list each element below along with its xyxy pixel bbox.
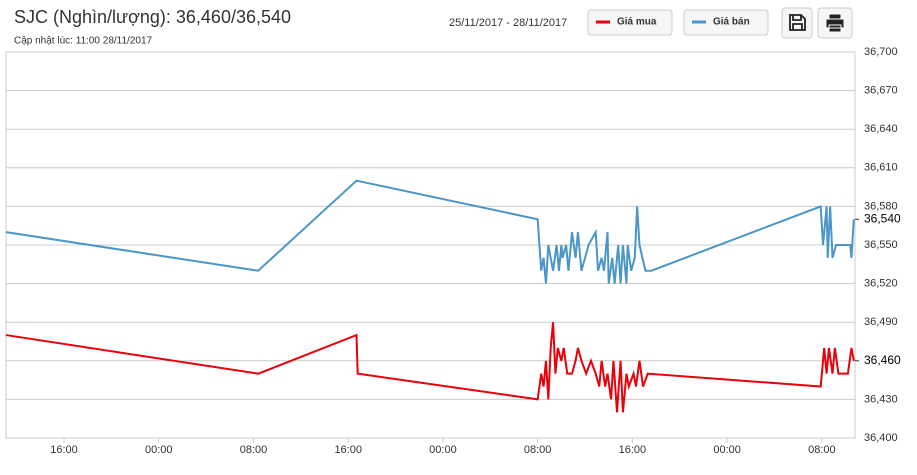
x-tick-label: 16:00	[619, 444, 647, 456]
y-tick-label: 36,700	[864, 46, 898, 58]
x-tick-label: 08:00	[808, 444, 836, 456]
series-line	[5, 179, 855, 284]
series-line	[5, 322, 855, 413]
save-icon	[789, 14, 806, 31]
subtitle: Cập nhật lúc: 11:00 28/11/2017	[14, 36, 153, 47]
x-tick-label: 16:00	[334, 444, 362, 456]
legend-button[interactable]	[587, 9, 673, 36]
y-tick-label: 36,400	[864, 432, 898, 444]
y-tick-label: 36,670	[864, 85, 898, 97]
y-tick-label: 36,490	[864, 316, 898, 328]
y-tick-label: 36,580	[864, 200, 898, 212]
legend-button[interactable]	[683, 9, 769, 36]
x-tick-label: 00:00	[145, 444, 173, 456]
x-tick-label: 08:00	[524, 444, 552, 456]
print-icon	[825, 13, 845, 33]
y-tick-label: 36,520	[864, 278, 898, 290]
y-tick-label: 36,430	[864, 393, 898, 405]
y-tick-label: 36,640	[864, 123, 898, 135]
last-value-bg	[859, 211, 911, 228]
last-value-label: 36,540	[864, 211, 901, 225]
date-range[interactable]: 25/11/2017 - 28/11/2017	[449, 17, 567, 29]
x-tick-label: 00:00	[713, 444, 741, 456]
legend-label: Giá bán	[713, 17, 750, 28]
y-tick-label: 36,610	[864, 162, 898, 174]
y-tick-label: 36,550	[864, 239, 898, 251]
save-button-bg[interactable]	[781, 7, 813, 39]
save-button[interactable]	[781, 7, 813, 39]
x-tick-label: 08:00	[240, 444, 268, 456]
chart-title: SJC (Nghìn/lượng): 36,460/36,540	[14, 7, 291, 27]
x-tick-label: 00:00	[429, 444, 457, 456]
legend-buy[interactable]: Giá mua	[587, 9, 673, 36]
legend-label: Giá mua	[617, 17, 657, 28]
x-tick-label: 16:00	[50, 444, 78, 456]
last-value-bg	[859, 352, 911, 369]
print-button[interactable]	[817, 7, 853, 39]
legend-sell[interactable]: Giá bán	[683, 9, 769, 36]
last-value-label: 36,460	[864, 353, 901, 367]
